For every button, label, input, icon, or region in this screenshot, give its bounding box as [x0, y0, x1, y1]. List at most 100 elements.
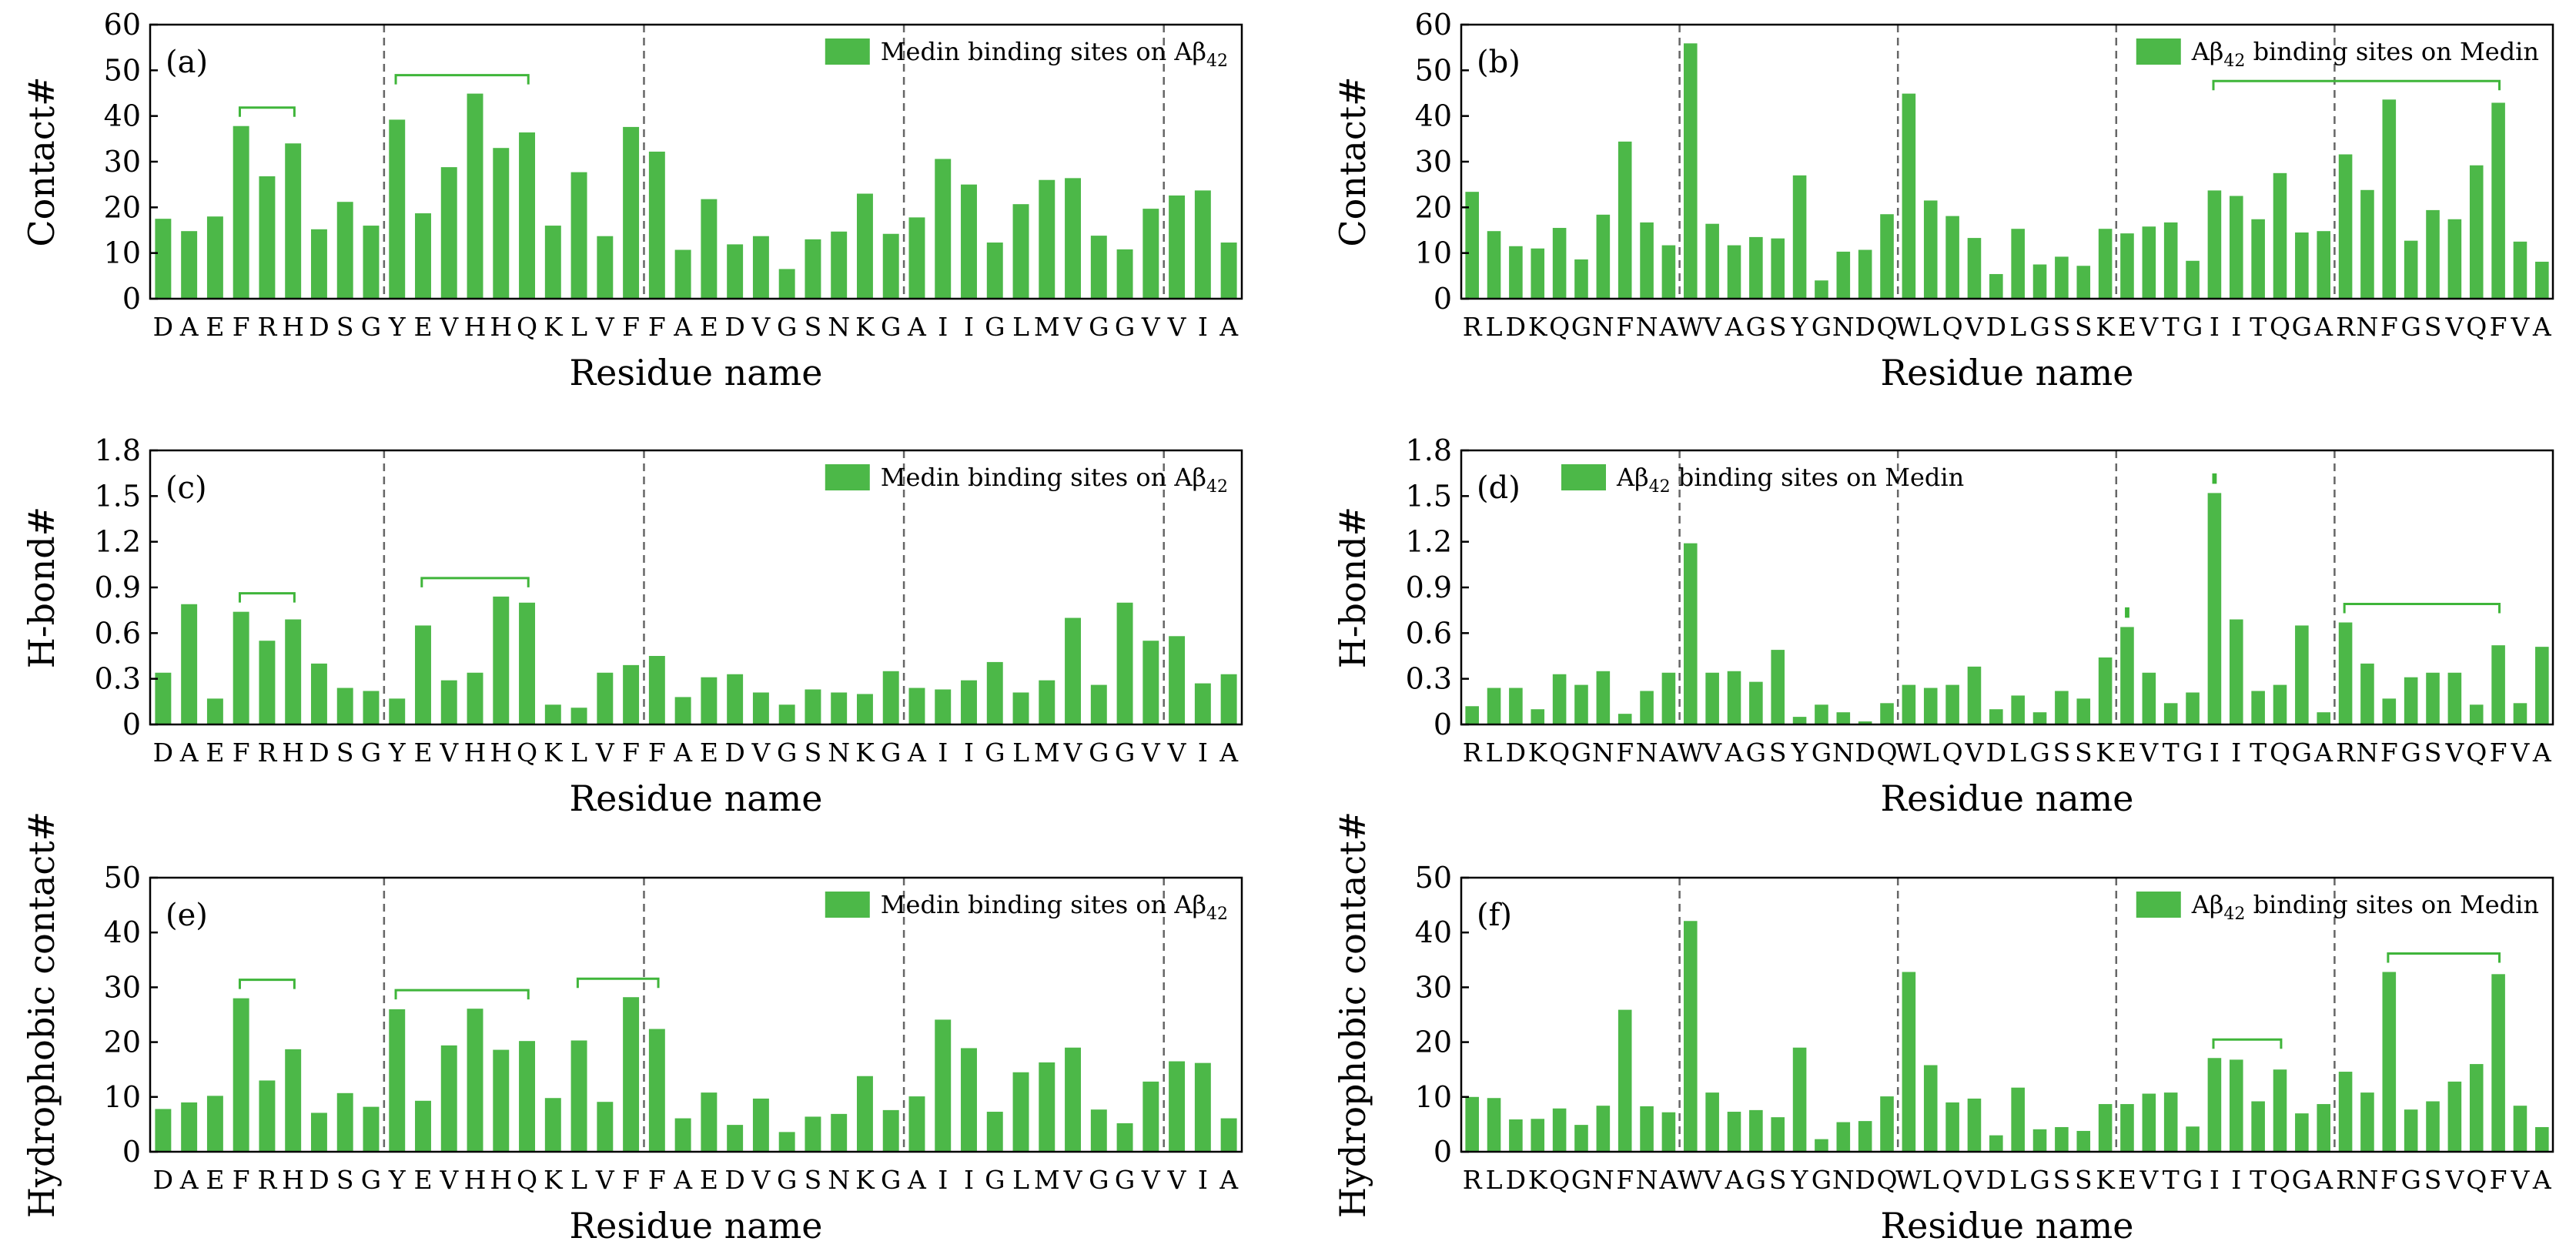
- bar: [336, 1092, 353, 1152]
- bar: [1792, 1047, 1807, 1152]
- bar: [2513, 241, 2527, 299]
- x-tick-label: L: [1012, 1165, 1029, 1195]
- bar: [1880, 214, 1894, 299]
- binding-region-bracket: [238, 106, 296, 117]
- y-tick-label: 0: [122, 1135, 141, 1169]
- bar: [1065, 178, 1082, 299]
- x-tick-label: H: [282, 738, 304, 768]
- binding-region-bracket: [2125, 607, 2129, 618]
- x-tick-label: N: [2357, 312, 2379, 342]
- bar: [1792, 175, 1807, 299]
- x-tick-label: K: [544, 312, 564, 342]
- y-tick-label: 30: [1415, 970, 1452, 1004]
- bar: [259, 1080, 276, 1152]
- x-tick-label: D: [1986, 312, 2006, 342]
- bar: [908, 1096, 925, 1152]
- bar: [2098, 229, 2113, 299]
- bar: [570, 172, 587, 299]
- binding-region-bracket: [394, 989, 530, 1000]
- bar: [1618, 1009, 1632, 1152]
- x-tick-label: I: [1198, 738, 1208, 768]
- y-tick-label: 1.8: [95, 433, 141, 467]
- chart-panel: 00.30.60.91.21.51.8D A E F R H D S G Y E V H H Q K L V F F A…: [21, 433, 1243, 819]
- bar: [1858, 721, 1872, 724]
- x-tick-label: A: [2532, 312, 2552, 342]
- bar: [2382, 698, 2397, 724]
- x-tick-label: A: [907, 738, 927, 768]
- x-tick-label: A: [1219, 312, 1239, 342]
- x-tick-label: H: [490, 1165, 512, 1195]
- x-tick-label: S: [336, 1165, 354, 1195]
- bar: [1727, 671, 1741, 724]
- y-tick-label: 40: [1415, 99, 1452, 133]
- panel-tag: (e): [166, 898, 208, 933]
- x-tick-label: V: [439, 1165, 459, 1195]
- legend: Aβ42 binding sites on Medin: [2136, 890, 2539, 924]
- x-tick-label: W: [1678, 312, 1704, 342]
- bar: [986, 661, 1003, 724]
- y-tick-label: 0: [1434, 1135, 1452, 1169]
- x-tick-label: N: [2357, 738, 2379, 768]
- bar: [597, 672, 614, 724]
- bar: [1596, 1106, 1611, 1152]
- bar: [882, 1109, 899, 1152]
- bar: [285, 619, 302, 724]
- x-tick-label: G: [777, 738, 797, 768]
- x-tick-label: N: [828, 1165, 850, 1195]
- x-tick-label: G: [1089, 738, 1109, 768]
- x-tick-label: W: [1678, 1165, 1704, 1195]
- y-tick-label: 10: [104, 236, 141, 270]
- y-tick-label: 30: [104, 970, 141, 1004]
- x-tick-label: Q: [1549, 738, 1570, 768]
- x-tick-label: G: [2029, 312, 2049, 342]
- x-tick-label: V: [1167, 1165, 1187, 1195]
- bar: [597, 1102, 614, 1152]
- legend-label: Aβ42 binding sites on Medin: [1616, 463, 1964, 497]
- bar: [2055, 691, 2069, 724]
- x-tick-label: N: [1832, 738, 1855, 768]
- x-tick-label: R: [257, 1165, 277, 1195]
- x-tick-label: D: [1855, 312, 1875, 342]
- bar: [1683, 921, 1698, 1152]
- bar: [1661, 245, 1676, 299]
- x-tick-label: I: [938, 312, 948, 342]
- bar: [1705, 1092, 1719, 1152]
- bar: [727, 1125, 744, 1152]
- y-tick-label: 0.6: [1406, 616, 1452, 650]
- bar: [831, 231, 848, 299]
- x-tick-label: V: [2139, 1165, 2159, 1195]
- x-tick-label: V: [439, 738, 459, 768]
- x-tick-label: S: [2424, 738, 2442, 768]
- y-tick-label: 0.3: [95, 662, 141, 696]
- x-tick-label: N: [1592, 1165, 1614, 1195]
- x-tick-label: N: [2357, 1165, 2379, 1195]
- bar: [778, 704, 795, 724]
- x-tick-label: V: [2444, 1165, 2464, 1195]
- x-tick-label: A: [1658, 738, 1678, 768]
- bar: [1705, 223, 1719, 299]
- bar: [233, 998, 249, 1152]
- x-tick-label: N: [828, 312, 850, 342]
- y-axis-title: Hydrophobic contact#: [21, 811, 62, 1218]
- bar: [2163, 1092, 2178, 1152]
- bar: [2076, 698, 2091, 724]
- x-tick-label: E: [700, 1165, 718, 1195]
- x-tick-label: V: [595, 738, 615, 768]
- x-tick-label: I: [2231, 312, 2241, 342]
- bar: [1169, 636, 1186, 724]
- x-tick-label: Q: [2466, 1165, 2487, 1195]
- bar: [2317, 712, 2331, 724]
- bar: [1749, 236, 1763, 299]
- bar: [2360, 1092, 2374, 1152]
- bar: [363, 226, 380, 299]
- bar: [2120, 233, 2134, 299]
- bar: [1640, 1106, 1654, 1152]
- bar: [2229, 619, 2243, 724]
- x-tick-label: V: [751, 312, 771, 342]
- x-tick-label: G: [2292, 738, 2312, 768]
- x-tick-label: A: [1219, 738, 1239, 768]
- bar: [1039, 179, 1055, 299]
- x-tick-label: Q: [1942, 738, 1963, 768]
- bar: [2120, 627, 2134, 724]
- x-tick-label: F: [648, 312, 666, 342]
